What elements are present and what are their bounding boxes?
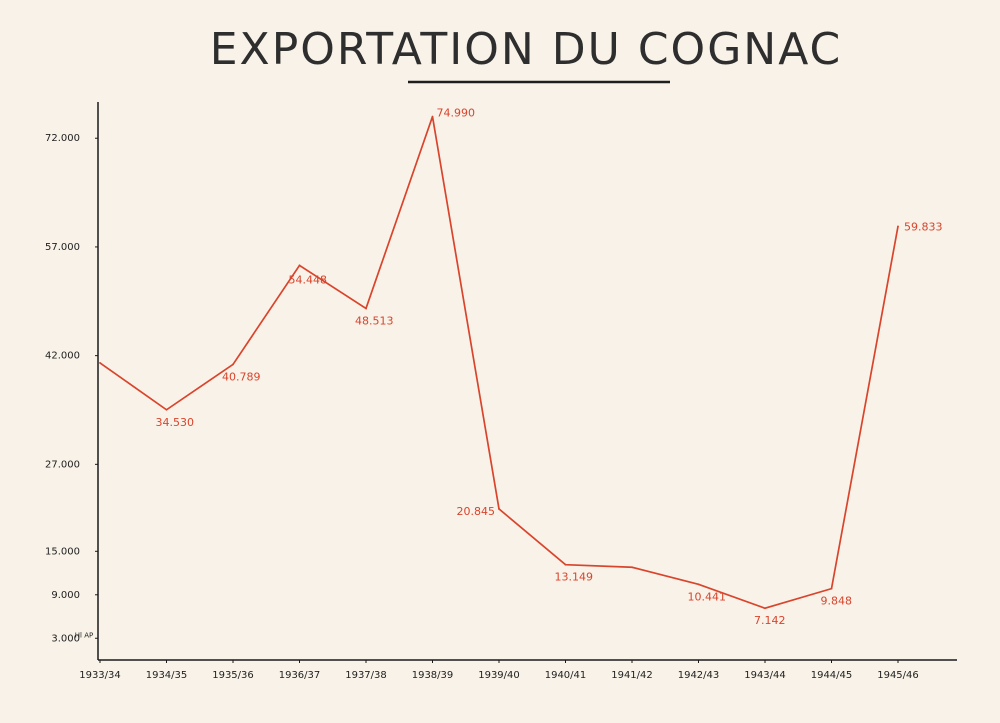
data-label: 9.848	[821, 595, 853, 608]
data-label: 54.448	[289, 273, 328, 286]
data-point	[365, 307, 367, 310]
data-label: 40.789	[222, 370, 261, 383]
data-label: 34.530	[156, 416, 195, 429]
x-tick-label: 1935/36	[212, 670, 254, 681]
x-tick-label: 1944/45	[811, 670, 853, 681]
data-point	[498, 508, 500, 510]
x-tick-label: 1936/37	[279, 670, 321, 681]
x-tick-label: 1942/43	[678, 670, 720, 681]
data-point	[165, 408, 168, 411]
y-tick-label: 15.000	[45, 546, 80, 557]
y-tick-label: 3.000	[51, 633, 80, 644]
x-tick-label: 1933/34	[79, 670, 121, 681]
data-point	[830, 587, 833, 590]
data-point	[298, 264, 301, 267]
data-point	[99, 361, 101, 364]
data-label: 13.149	[555, 571, 594, 584]
x-tick-label: 1934/35	[146, 670, 188, 681]
x-tick-label: 1943/44	[744, 670, 786, 681]
x-tick-label: 1945/46	[877, 670, 919, 681]
x-tick-label: 1938/39	[412, 670, 454, 681]
data-label: 74.990	[437, 107, 476, 120]
chart-title: EXPORTATION DU COGNAC	[210, 24, 843, 75]
x-tick-label: 1940/41	[545, 670, 587, 681]
data-label: 20.845	[457, 505, 496, 518]
y-unit-label: Hl AP	[75, 631, 93, 639]
data-label: 48.513	[355, 314, 394, 327]
y-tick-label: 72.000	[45, 133, 80, 144]
x-tick-labels: 1933/34 1934/35 1935/36 1936/37 1937/38 1938/…	[79, 660, 919, 681]
data-label: 10.441	[688, 590, 727, 603]
y-tick-label: 42.000	[45, 351, 80, 362]
data-point	[564, 563, 567, 566]
y-tick-label: 57.000	[45, 242, 80, 253]
x-tick-label: 1939/40	[478, 670, 520, 681]
data-point	[431, 115, 434, 118]
data-label: 59.833	[904, 220, 943, 233]
y-tick-label: 27.000	[45, 459, 80, 470]
y-tick-label: 9.000	[51, 590, 80, 601]
data-point	[897, 225, 899, 228]
series-line	[99, 116, 899, 610]
data-point	[631, 566, 633, 569]
y-tick-labels: 72.000 57.000 42.000 27.000 15.000 9.000 3.000…	[45, 133, 98, 644]
x-tick-label: 1941/42	[611, 670, 653, 681]
series-group: 34.530 40.789 54.448 48.513 74.990 20.845 13.1…	[99, 107, 943, 627]
data-label: 7.142	[754, 614, 786, 627]
data-point	[764, 607, 766, 610]
data-point	[232, 363, 234, 366]
data-point	[697, 583, 700, 586]
x-tick-label: 1937/38	[345, 670, 387, 681]
